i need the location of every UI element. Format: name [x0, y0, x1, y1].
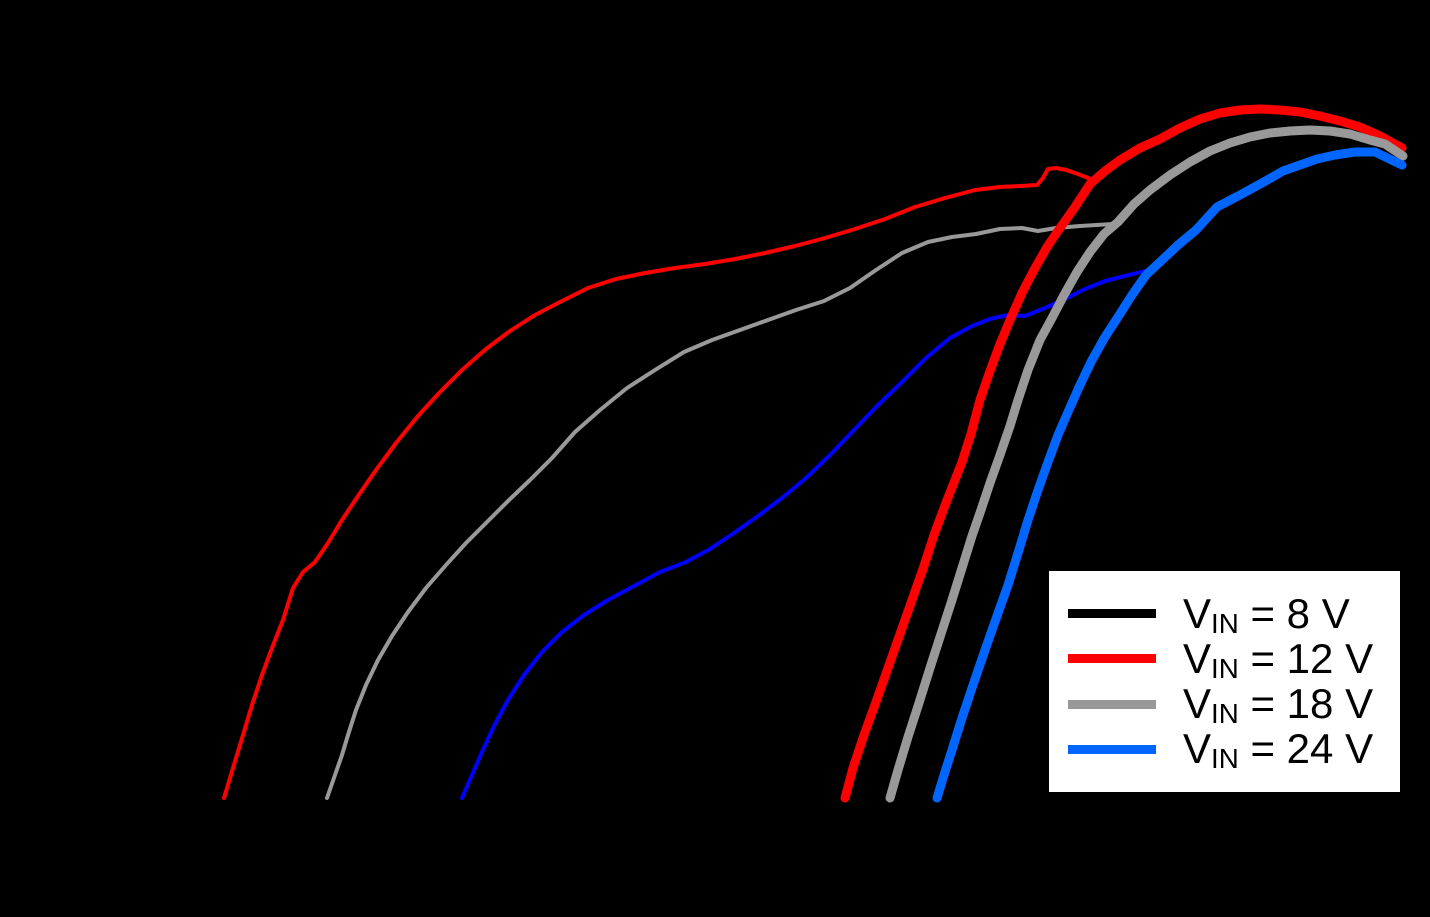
legend-item-vin-24: V IN = 24 V [1049, 725, 1400, 775]
curve-vin-12-thick [840, 104, 1407, 803]
legend-swatch-vin-24 [1068, 744, 1156, 754]
curve-vin-18-thick [885, 125, 1408, 803]
legend-swatch-vin-18 [1068, 699, 1156, 709]
legend-label-vin-12: V IN = 12 V [1183, 634, 1374, 684]
curve-vin-12-thin [222, 166, 1095, 800]
legend-label-vin-8: V IN = 8 V [1183, 589, 1350, 639]
legend-item-vin-18: V IN = 18 V [1049, 682, 1400, 727]
curve-vin-24-thin [460, 266, 1159, 800]
curve-vin-18-thin [325, 222, 1115, 800]
legend: V IN = 8 V V IN = 12 V V IN = 18 V V IN = 24 V [1046, 568, 1403, 795]
legend-swatch-vin-8 [1068, 609, 1156, 619]
legend-label-vin-18: V IN = 18 V [1183, 680, 1374, 730]
legend-swatch-vin-12 [1068, 654, 1156, 664]
legend-item-vin-8: V IN = 8 V [1049, 589, 1400, 639]
legend-label-vin-24: V IN = 24 V [1183, 725, 1374, 775]
legend-item-vin-12: V IN = 12 V [1049, 634, 1400, 684]
curve-vin-24-thick [932, 147, 1407, 803]
